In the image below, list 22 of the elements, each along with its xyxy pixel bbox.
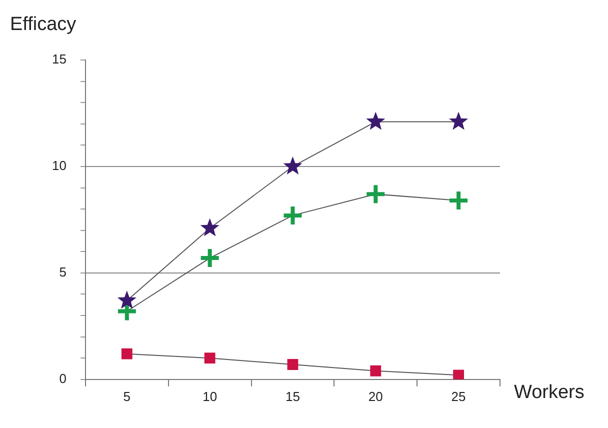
point: [287, 359, 298, 370]
point: [117, 290, 136, 309]
y-tick-label: 0: [59, 370, 66, 386]
y-axis-title: Efficacy: [10, 14, 76, 36]
point: [121, 348, 132, 360]
x-tick-label: 10: [202, 388, 218, 404]
x-axis-title: Workers: [514, 382, 584, 404]
point: [449, 112, 468, 130]
point: [283, 156, 302, 175]
x-tick-label: 25: [451, 388, 466, 404]
point: [366, 112, 386, 130]
point: [364, 183, 387, 206]
x-tick-label: 20: [368, 388, 383, 404]
x-tick-label: 15: [285, 388, 300, 404]
x-tick-label: 5: [123, 388, 131, 404]
point: [370, 365, 382, 376]
point: [204, 352, 216, 364]
point: [453, 370, 464, 380]
y-tick-label: 5: [59, 264, 66, 280]
y-tick-label: 10: [52, 158, 66, 174]
point: [200, 218, 220, 236]
y-tick-label: 15: [52, 52, 66, 67]
